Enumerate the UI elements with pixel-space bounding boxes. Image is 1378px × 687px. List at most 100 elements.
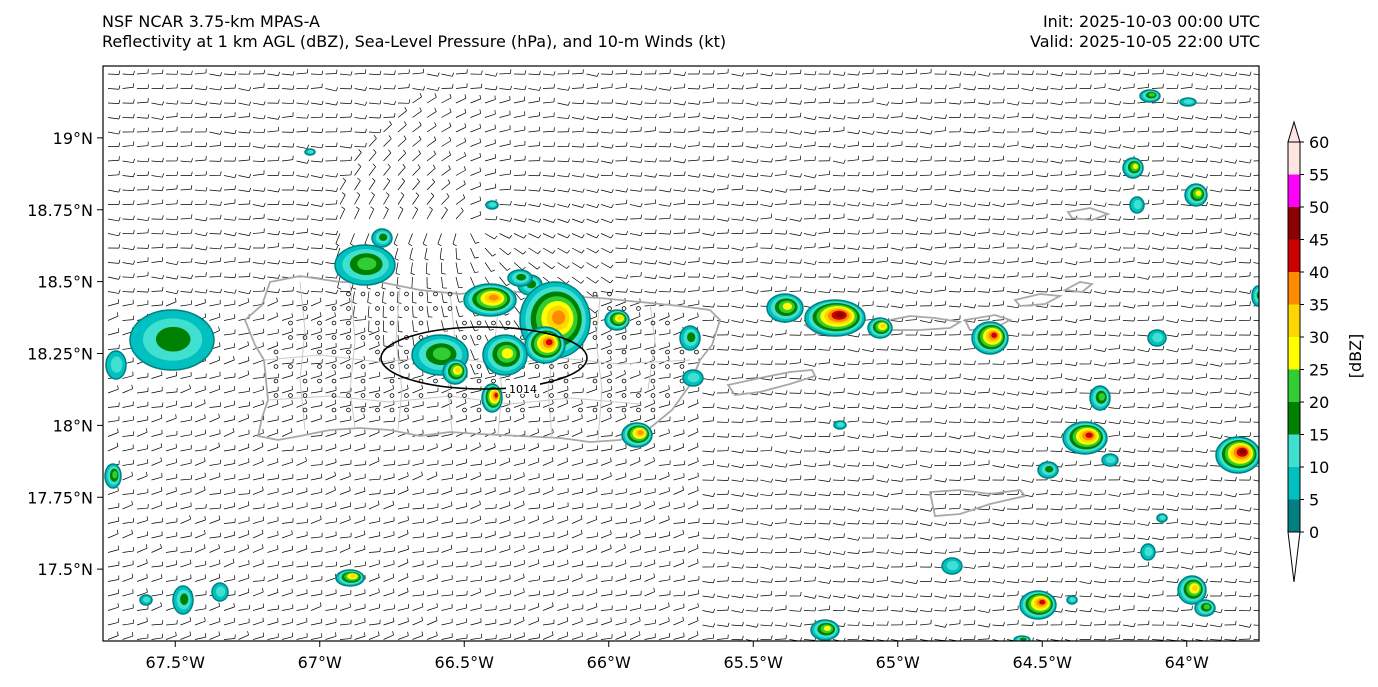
wind-barb bbox=[542, 97, 555, 104]
wind-barb bbox=[919, 99, 933, 104]
reflectivity-cell bbox=[371, 228, 393, 248]
wind-barb bbox=[354, 86, 368, 91]
wind-barb bbox=[165, 126, 178, 133]
wind-barb bbox=[963, 86, 976, 91]
wind-barb bbox=[731, 72, 745, 77]
lat-tick-label: 18.25°N bbox=[27, 345, 93, 364]
wind-barb bbox=[977, 72, 991, 77]
wind-barb bbox=[238, 129, 251, 134]
wind-barb bbox=[1021, 187, 1034, 192]
wind-barb bbox=[702, 173, 715, 178]
wind-barb bbox=[180, 127, 193, 133]
wind-barb bbox=[1035, 172, 1049, 178]
reflectivity-cell bbox=[335, 569, 365, 587]
wind-barb bbox=[789, 84, 802, 89]
colorbar-tick-label: 10 bbox=[1309, 458, 1329, 477]
wind-barb bbox=[586, 188, 600, 193]
wind-barb bbox=[716, 155, 729, 162]
wind-barb bbox=[629, 126, 642, 133]
wind-barb bbox=[629, 158, 643, 163]
wind-barb bbox=[513, 70, 527, 75]
wind-barb bbox=[1006, 141, 1019, 147]
wind-barb bbox=[426, 164, 436, 176]
wind-barb bbox=[1195, 115, 1209, 121]
wind-barb bbox=[745, 172, 759, 178]
wind-barb bbox=[209, 201, 222, 206]
wind-barb bbox=[702, 188, 716, 193]
wind-barb bbox=[455, 123, 467, 133]
colorbar-tick-label: 55 bbox=[1309, 166, 1329, 185]
reflectivity-cell bbox=[804, 299, 866, 337]
wind-barb bbox=[1064, 127, 1077, 133]
wind-barb bbox=[368, 128, 382, 134]
wind-barb bbox=[992, 114, 1005, 119]
wind-barb bbox=[658, 86, 672, 91]
reflectivity-cell bbox=[1066, 595, 1078, 605]
wind-barb bbox=[1006, 84, 1019, 89]
wind-barb bbox=[310, 113, 323, 118]
wind-barb bbox=[441, 179, 451, 191]
wind-barb bbox=[615, 83, 627, 89]
wind-barb bbox=[412, 150, 421, 162]
wind-barb bbox=[122, 113, 135, 119]
wind-barb bbox=[194, 127, 208, 133]
wind-barb bbox=[1209, 99, 1223, 104]
wind-barb bbox=[1064, 70, 1078, 75]
wind-barb bbox=[542, 83, 555, 89]
wind-barb bbox=[122, 158, 135, 164]
wind-barb bbox=[876, 114, 889, 119]
wind-barb bbox=[1166, 157, 1179, 162]
wind-barb bbox=[586, 72, 600, 77]
wind-barb bbox=[209, 113, 222, 118]
wind-barb bbox=[223, 84, 236, 89]
wind-barb bbox=[296, 84, 309, 90]
wind-barb bbox=[948, 83, 961, 89]
wind-barb bbox=[992, 86, 1005, 91]
wind-barb bbox=[267, 115, 281, 120]
wind-barb bbox=[890, 84, 904, 90]
reflectivity-cell bbox=[1251, 285, 1259, 307]
wind-barb bbox=[977, 114, 991, 119]
wind-barb bbox=[571, 69, 584, 75]
wind-barb bbox=[876, 170, 889, 176]
wind-barb bbox=[948, 71, 962, 76]
wind-barb bbox=[368, 163, 376, 176]
wind-barb bbox=[789, 143, 802, 149]
wind-barb bbox=[1093, 83, 1106, 89]
wind-barb bbox=[194, 101, 208, 106]
wind-barb bbox=[702, 97, 715, 104]
wind-barb bbox=[586, 142, 599, 147]
wind-barb bbox=[542, 71, 556, 76]
colorbar-tick-label: 20 bbox=[1309, 393, 1329, 412]
wind-barb bbox=[1137, 185, 1150, 191]
wind-barb bbox=[310, 158, 324, 163]
wind-barb bbox=[760, 188, 774, 193]
wind-barb bbox=[281, 185, 295, 191]
wind-barb bbox=[615, 142, 628, 147]
wind-barb bbox=[1238, 186, 1252, 191]
wind-barb bbox=[1238, 97, 1251, 104]
wind-barb bbox=[354, 69, 367, 75]
wind-barb bbox=[1050, 143, 1063, 149]
wind-barb bbox=[1064, 144, 1078, 149]
wind-barb bbox=[832, 185, 845, 191]
wind-barb bbox=[455, 108, 467, 118]
wind-barb bbox=[267, 71, 280, 76]
reflectivity-cell bbox=[463, 283, 517, 317]
wind-barb bbox=[513, 170, 526, 176]
wind-barb bbox=[803, 141, 816, 147]
wind-barb bbox=[629, 85, 643, 90]
colorbar-tick-label: 30 bbox=[1309, 328, 1329, 347]
wind-barb bbox=[528, 187, 541, 192]
wind-barb bbox=[948, 127, 961, 133]
wind-barb bbox=[1108, 144, 1121, 149]
lon-tick-label: 65.5°W bbox=[724, 653, 784, 672]
wind-barb bbox=[1064, 84, 1077, 89]
reflectivity-cell bbox=[334, 244, 396, 286]
wind-barb bbox=[165, 112, 178, 118]
wind-barb bbox=[818, 170, 831, 176]
wind-barb bbox=[397, 192, 405, 205]
wind-barb bbox=[383, 100, 396, 106]
wind-barb bbox=[673, 71, 686, 76]
wind-barb bbox=[687, 100, 701, 105]
